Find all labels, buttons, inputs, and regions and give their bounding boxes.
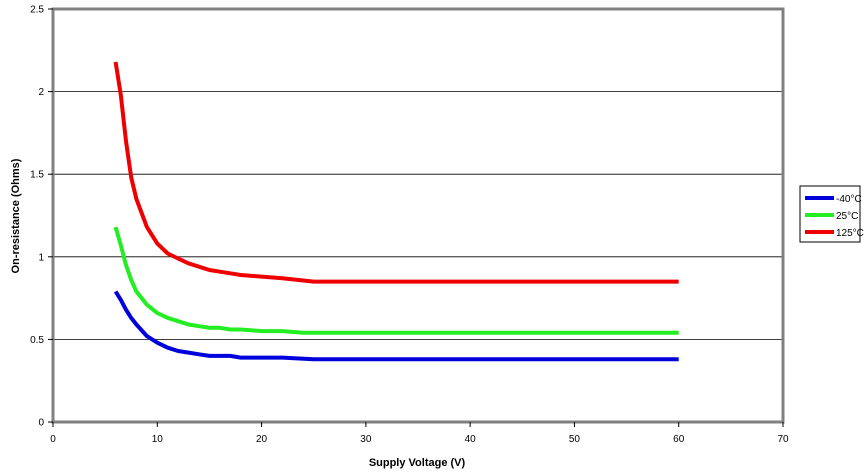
gridlines — [53, 91, 783, 340]
series-line-1 — [113, 226, 679, 335]
x-tick-label: 20 — [256, 434, 268, 445]
legend-label: -40°C — [836, 194, 862, 205]
plot-frame — [51, 7, 785, 424]
y-axis-title: On-resistance (Ohms) — [10, 158, 22, 273]
y-tick-label: 1.5 — [30, 170, 44, 181]
x-axis-title: Supply Voltage (V) — [369, 457, 466, 469]
legend-label: 25°C — [836, 211, 858, 222]
legend-label: 125°C — [836, 228, 864, 239]
x-tick-label: 40 — [465, 434, 477, 445]
series-line-2 — [113, 61, 679, 284]
x-tick-label: 60 — [673, 434, 685, 445]
y-axis-ticks: 0 0.5 1 1.5 2 2.5 — [30, 5, 53, 429]
x-tick-label: 10 — [152, 434, 164, 445]
legend: -40°C 25°C 125°C — [799, 185, 864, 243]
y-tick-label: 0 — [38, 418, 44, 429]
x-tick-label: 70 — [777, 434, 789, 445]
y-tick-label: 1 — [38, 252, 44, 263]
x-tick-label: 50 — [569, 434, 581, 445]
series-line-0 — [113, 290, 679, 362]
series-lines — [113, 61, 679, 362]
x-axis-ticks: 0 10 20 30 40 50 60 70 — [50, 422, 789, 445]
x-tick-label: 0 — [50, 434, 56, 445]
y-tick-label: 0.5 — [30, 335, 44, 346]
x-tick-label: 30 — [360, 434, 372, 445]
y-tick-label: 2.5 — [30, 5, 44, 16]
y-tick-label: 2 — [38, 87, 44, 98]
